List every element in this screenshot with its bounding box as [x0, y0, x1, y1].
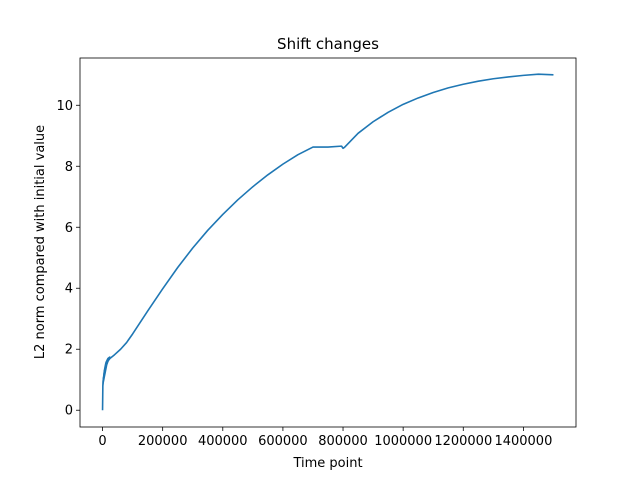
plot-area [101, 73, 554, 411]
x-tick-label: 800000 [318, 434, 368, 449]
x-tick-label: 1200000 [434, 434, 492, 449]
x-tick-label: 1000000 [374, 434, 432, 449]
y-axis-title: L2 norm compared with initial value [33, 125, 48, 359]
y-tick-label: 4 [65, 282, 73, 297]
y-tick-label: 2 [65, 343, 73, 358]
x-axis-title: Time point [292, 456, 362, 471]
x-tick-label: 200000 [138, 434, 188, 449]
plot-frame [79, 57, 577, 428]
x-tick-label: 1400000 [494, 434, 552, 449]
x-axis: 0 200000 400000 600000 800000 1000000 1200000 1… [98, 427, 552, 449]
y-tick-label: 10 [56, 99, 73, 114]
chart-title: Shift changes [277, 35, 379, 53]
y-tick-label: 6 [65, 221, 73, 236]
y-tick-label: 0 [65, 404, 73, 419]
x-tick-label: 400000 [198, 434, 248, 449]
x-tick-label: 600000 [258, 434, 308, 449]
x-tick-label: 0 [98, 434, 106, 449]
y-tick-label: 8 [65, 160, 73, 175]
series-line-0 [101, 73, 554, 411]
y-axis: 0 2 4 6 8 10 [56, 99, 80, 419]
